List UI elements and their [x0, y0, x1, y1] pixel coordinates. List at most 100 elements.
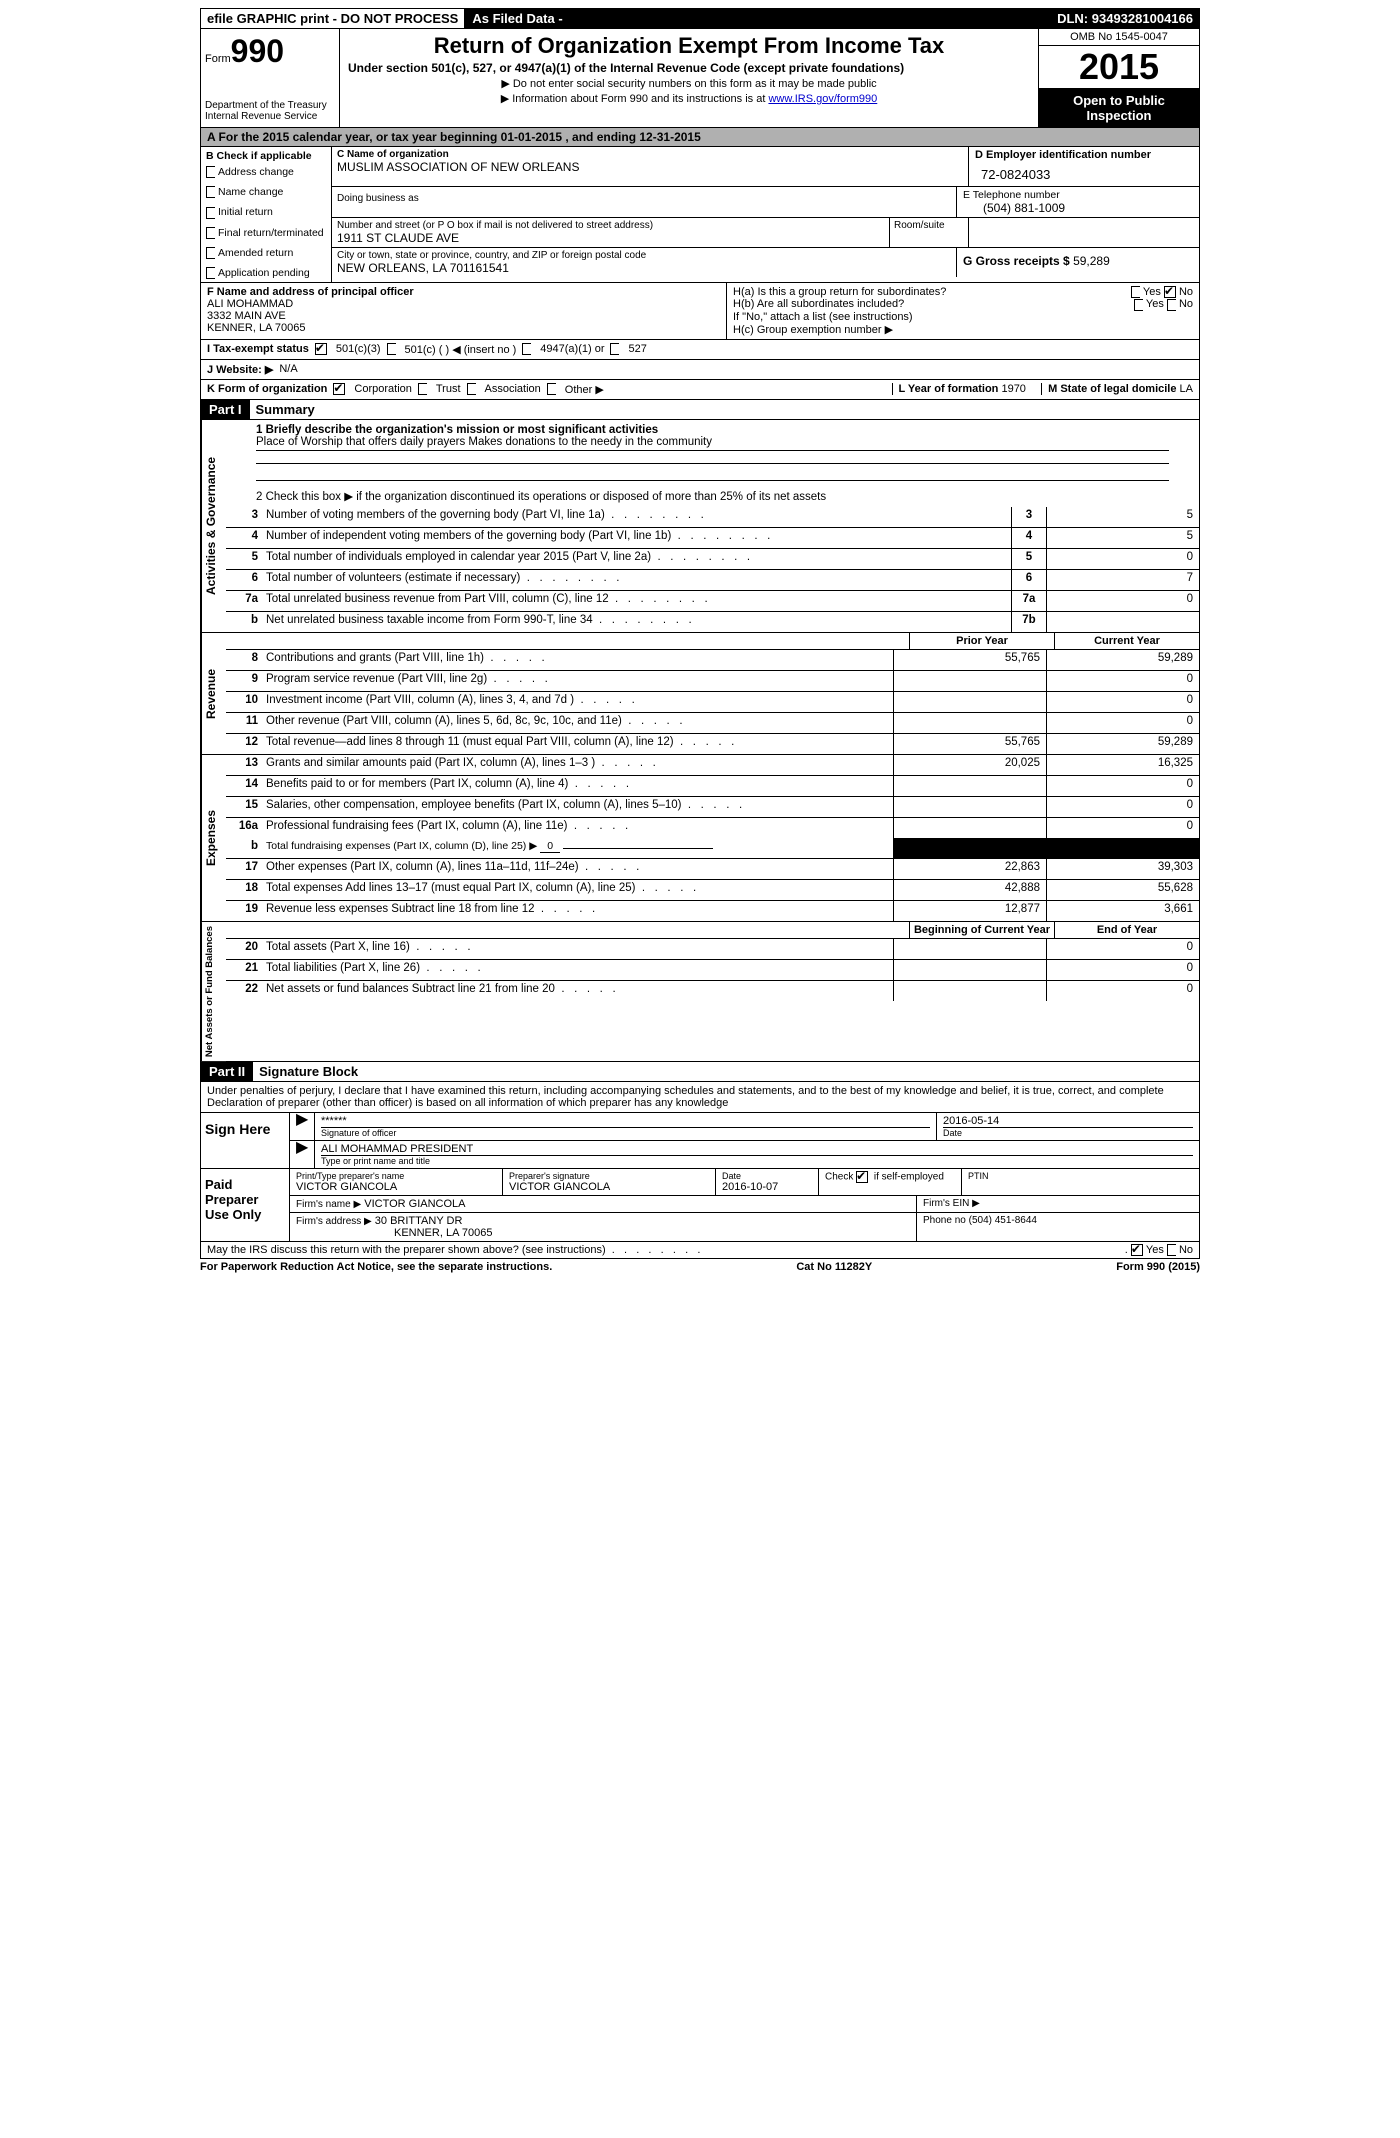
discuss-yes[interactable]: [1131, 1244, 1143, 1256]
firm-addr1: 30 BRITTANY DR: [375, 1215, 463, 1227]
summary-line: 9Program service revenue (Part VIII, lin…: [226, 671, 1199, 692]
line-num: 10: [226, 692, 262, 712]
line-prior: [893, 797, 1046, 817]
ha-yes[interactable]: [1131, 286, 1140, 298]
summary-line: 8Contributions and grants (Part VIII, li…: [226, 650, 1199, 671]
m-label: M State of legal domicile: [1048, 383, 1176, 395]
hb-no[interactable]: [1167, 299, 1176, 311]
line-desc: Net unrelated business taxable income fr…: [262, 612, 1011, 632]
line-prior: 20,025: [893, 755, 1046, 775]
omb-number: OMB No 1545-0047: [1039, 29, 1199, 46]
chk-final-return[interactable]: [206, 227, 215, 239]
summary-line: 6Total number of volunteers (estimate if…: [226, 570, 1199, 591]
form-header: Form990 Department of the Treasury Inter…: [200, 29, 1200, 128]
line-b-black2: [1046, 838, 1199, 858]
year-formation: 1970: [1001, 383, 1025, 395]
row-i-taxstatus: I Tax-exempt status 501(c)(3) 501(c) ( )…: [200, 340, 1200, 360]
chk-4947[interactable]: [522, 343, 531, 355]
discuss-no[interactable]: [1167, 1244, 1176, 1256]
line-prior: [893, 981, 1046, 1001]
line-prior: [893, 713, 1046, 733]
part1-title: Summary: [250, 400, 321, 419]
form-version: Form 990 (2015): [1116, 1261, 1200, 1273]
summary-line: 22Net assets or fund balances Subtract l…: [226, 981, 1199, 1001]
chk-amended-return[interactable]: [206, 247, 215, 259]
line-val: 5: [1046, 528, 1199, 548]
line-curr: 0: [1046, 960, 1199, 980]
chk-initial-return[interactable]: [206, 207, 215, 219]
part1-bar: Part I: [201, 400, 250, 419]
line-tag: 7a: [1011, 591, 1046, 611]
chk-self-employed[interactable]: [856, 1171, 868, 1183]
line-desc: Number of independent voting members of …: [262, 528, 1011, 548]
line-num: 16a: [226, 818, 262, 838]
line-desc: Total unrelated business revenue from Pa…: [262, 591, 1011, 611]
line-num: 4: [226, 528, 262, 548]
discuss-row: May the IRS discuss this return with the…: [200, 1242, 1200, 1259]
firm-ein-label: Firm's EIN ▶: [917, 1196, 1199, 1212]
sidelabel-netassets: Net Assets or Fund Balances: [201, 922, 226, 1061]
block-bcd: B Check if applicable Address change Nam…: [200, 147, 1200, 283]
dba-label: Doing business as: [337, 193, 951, 204]
chk-501c3[interactable]: [315, 343, 327, 355]
sig-officer-label: Signature of officer: [321, 1127, 930, 1138]
line-curr: 59,289: [1046, 734, 1199, 754]
chk-501c[interactable]: [387, 343, 396, 355]
c-name-label: C Name of organization: [337, 149, 963, 160]
line-val: 7: [1046, 570, 1199, 590]
line-curr: 0: [1046, 776, 1199, 796]
line-curr: 16,325: [1046, 755, 1199, 775]
firm-name-label: Firm's name ▶: [296, 1199, 361, 1210]
sidelabel-governance: Activities & Governance: [201, 420, 226, 632]
form-note1: ▶ Do not enter social security numbers o…: [348, 77, 1030, 90]
chk-application-pending[interactable]: [206, 267, 215, 279]
line-num: 22: [226, 981, 262, 1001]
street-value: 1911 ST CLAUDE AVE: [337, 231, 884, 245]
line-curr: 59,289: [1046, 650, 1199, 670]
line-desc: Number of voting members of the governin…: [262, 507, 1011, 527]
chk-name-change[interactable]: [206, 186, 215, 198]
preparer-signature: VICTOR GIANCOLA: [509, 1181, 709, 1193]
ptin-label: PTIN: [962, 1169, 1199, 1195]
l-label: L Year of formation: [899, 383, 999, 395]
line-num: 9: [226, 671, 262, 691]
line-b-black1: [893, 838, 1046, 858]
ha-no[interactable]: [1164, 286, 1176, 298]
phone-value: (504) 881-1009: [963, 201, 1193, 215]
as-filed: As Filed Data -: [465, 8, 569, 29]
city-value: NEW ORLEANS, LA 701161541: [337, 261, 951, 275]
line-desc: Other expenses (Part IX, column (A), lin…: [262, 859, 893, 879]
hdr-current-year: Current Year: [1054, 633, 1199, 649]
firm-addr-label: Firm's address ▶: [296, 1216, 372, 1227]
line-prior: 12,877: [893, 901, 1046, 921]
chk-527[interactable]: [610, 343, 619, 355]
phone-label: Phone no: [923, 1215, 966, 1226]
line-num: 18: [226, 880, 262, 900]
line-num: 15: [226, 797, 262, 817]
chk-other[interactable]: [547, 383, 556, 395]
d-ein-label: D Employer identification number: [969, 147, 1199, 163]
preparer-date-label: Date: [722, 1171, 812, 1181]
sign-here-label: Sign Here: [201, 1113, 290, 1168]
chk-assoc[interactable]: [467, 383, 476, 395]
room-label: Room/suite: [889, 218, 968, 247]
line-num: 12: [226, 734, 262, 754]
officer-name-title: ALI MOHAMMAD PRESIDENT: [321, 1143, 1193, 1156]
summary-line: 18Total expenses Add lines 13–17 (must e…: [226, 880, 1199, 901]
discuss-label: May the IRS discuss this return with the…: [207, 1244, 606, 1256]
hdr-prior-year: Prior Year: [909, 633, 1054, 649]
q1-label: 1 Briefly describe the organization's mi…: [256, 424, 1169, 436]
officer-addr1: 3332 MAIN AVE: [207, 310, 720, 322]
irs-link[interactable]: www.IRS.gov/form990: [768, 93, 877, 105]
summary-line: 12Total revenue—add lines 8 through 11 (…: [226, 734, 1199, 754]
preparer-date: 2016-10-07: [722, 1181, 812, 1193]
sign-date: 2016-05-14: [943, 1115, 1193, 1127]
hb-yes[interactable]: [1134, 299, 1143, 311]
chk-address-change[interactable]: [206, 166, 215, 178]
chk-corp[interactable]: [333, 383, 345, 395]
gross-receipts: 59,289: [1073, 254, 1110, 268]
chk-trust[interactable]: [418, 383, 427, 395]
line-prior: 55,765: [893, 734, 1046, 754]
line-prior: 55,765: [893, 650, 1046, 670]
signature-area: Sign Here ▶ ****** Signature of officer …: [200, 1113, 1200, 1242]
